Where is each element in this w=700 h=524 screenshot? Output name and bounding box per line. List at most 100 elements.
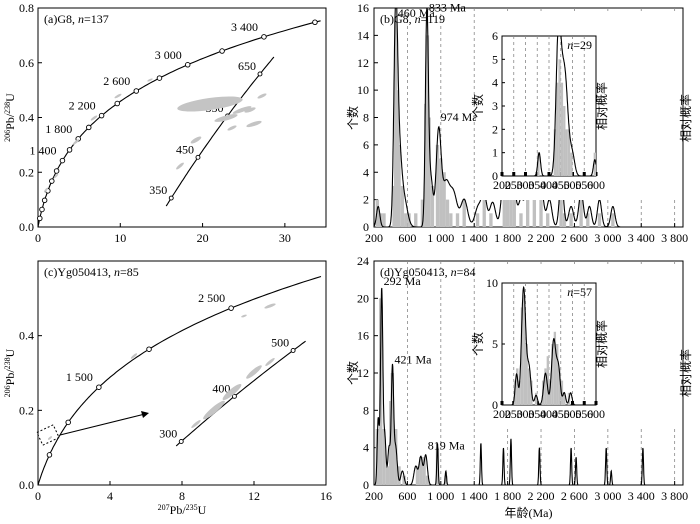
y-tick-label: 0.0 [19,478,34,492]
histogram-bar [385,466,390,485]
inset-histogram-bar [558,59,561,177]
inset-x-tick [582,401,586,405]
histogram-bar [402,475,406,485]
error-ellipse [232,106,252,114]
x-tick-label: 1 000 [427,231,454,245]
inset-histogram-bar [527,368,531,405]
inset-histogram-bar [551,344,554,405]
y-tick-label: 12 [357,56,369,70]
error-ellipse [203,400,225,420]
age-marker [312,19,318,25]
x-tick-label: 3 400 [628,489,655,503]
age-marker [49,178,55,184]
age-marker [86,124,92,131]
error-ellipse [72,139,80,145]
histogram-bar [382,429,386,485]
y-tick-label: 6 [363,138,369,152]
concordia-age-label: 1 800 [45,122,72,136]
error-ellipse [191,419,201,429]
inset-concordia-curve [165,56,275,207]
histogram-bar [425,475,430,485]
error-ellipse [190,136,202,144]
inset-y-tick-label: 4 [492,76,498,90]
x-tick-label: 3 800 [661,489,688,503]
inset-histogram-bar [560,82,564,176]
y-tick-label: 16 [357,1,369,15]
inset-x-tick-label: 550 [575,178,593,192]
histogram-bar [455,213,460,227]
x-tick-label: 10 [114,231,126,245]
x-tick-label: 8 [179,489,185,503]
inset-age-label: 650 [238,59,256,73]
y-tick-label: 8 [363,111,369,125]
error-ellipse [241,314,247,318]
age-marker [98,112,105,119]
zoom-arrow-line [59,413,146,436]
error-ellipse [43,187,49,193]
histogram-bar [427,117,431,227]
histogram-bar [442,172,446,227]
inset-age-marker [290,348,296,353]
y-tick-label: 16 [357,329,369,343]
inset-x-tick-label: 350 [528,178,546,192]
concordia-age-label: 2 500 [198,291,225,305]
age-marker [96,384,102,390]
histogram-bar [394,429,398,485]
inset-histogram-bar [546,356,549,405]
inset-age-label: 300 [159,426,177,440]
inset-y2-axis-label: 相对概率 [594,82,609,130]
inset-histogram-bar [537,152,540,176]
error-ellipse [214,114,238,122]
histogram-bar [449,213,453,227]
concordia-age-label: 1 500 [66,370,93,384]
error-ellipse [227,125,237,131]
error-ellipse [246,120,262,128]
x-tick-label: 4 [107,489,113,503]
y-tick-label: 0.8 [19,1,34,15]
histogram-bar [390,373,395,485]
y-tick-label: 0 [363,478,369,492]
y-tick-label: 20 [357,291,369,305]
inset-x-tick-label: 300 [517,407,535,421]
age-marker [133,88,140,94]
inset-histogram-bar [593,152,596,176]
y-tick-label: 8 [363,403,369,417]
histogram-bar [525,185,530,227]
x-tick-label: 0 [35,489,41,503]
histogram-bar [430,185,435,227]
error-ellipse [147,78,153,82]
inset-x-tick-label: 500 [564,407,582,421]
histogram-bar [462,199,466,227]
panel-label: (d)Yg050413, n=84 [380,265,475,279]
histogram-bar [435,144,440,227]
age-marker [219,48,225,54]
histogram-bar [420,199,425,227]
plot-frame [37,7,327,228]
zoom-arrow-head [141,411,149,418]
histogram-bar [422,457,426,485]
histogram-bar [475,213,480,227]
y-tick-label: 0.2 [19,403,34,417]
x-tick-label: 600 [398,489,416,503]
y-tick-label: 10 [357,83,369,97]
y-tick-label: 24 [357,254,369,268]
error-ellipse [90,115,98,121]
x-tick-label: 3 800 [661,231,688,245]
x-tick-label: 12 [248,489,260,503]
histogram-bar [375,199,380,227]
panel-label: (b)G8, n=119 [380,12,445,26]
error-ellipse [176,162,184,170]
histogram-bar [415,466,420,485]
histogram-bar [419,457,423,485]
x-tick-label: 600 [398,231,416,245]
histogram-bar [539,199,543,227]
age-marker [66,147,73,153]
panel-label: (c)Yg050413, n=85 [44,265,139,279]
error-ellipse [265,357,275,367]
inset-histogram-bar [556,82,559,176]
peak-age-label: 292 Ma [384,274,422,288]
concordia-age-label: 2 200 [69,99,96,113]
inset-histogram-bar [570,152,573,176]
x-tick-label: 200 [365,489,383,503]
histogram-bar [400,185,405,227]
